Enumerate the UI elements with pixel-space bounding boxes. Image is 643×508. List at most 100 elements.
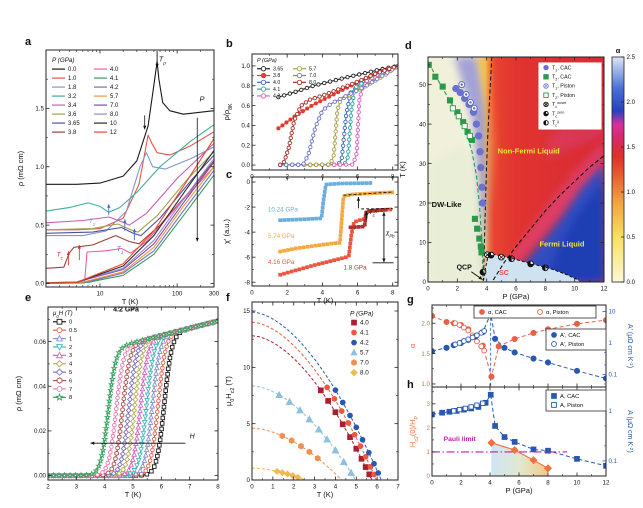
svg-text:0.2: 0.2 (241, 142, 250, 149)
svg-text:1.0: 1.0 (68, 76, 77, 82)
svg-text:-4: -4 (244, 229, 250, 236)
panel-e-plot: 4.2 GPa H 2 3 4 5 6 7 8 0.00 0.02 0.04 0.06 T (K) ρ (m… (14, 306, 220, 499)
svg-text:A' (μΩ cm K-1): A' (μΩ cm K-1) (626, 324, 635, 368)
svg-text:2: 2 (46, 484, 50, 491)
svg-text:1.0: 1.0 (35, 164, 44, 171)
svg-text:10: 10 (609, 309, 616, 316)
svg-text:1: 1 (609, 408, 613, 415)
svg-text:4.2: 4.2 (273, 94, 280, 100)
svg-text:0: 0 (426, 286, 430, 293)
svg-text:5: 5 (247, 421, 251, 428)
svg-text:0.1: 0.1 (609, 372, 618, 379)
svg-text:A', CAC: A', CAC (560, 333, 580, 339)
svg-text:1.8 GPa: 1.8 GPa (343, 265, 367, 272)
svg-text:1.0: 1.0 (421, 381, 430, 388)
svg-text:Hc2(0)/HP: Hc2(0)/HP (408, 415, 420, 447)
panel-e-letter: e (25, 292, 32, 304)
svg-text:0.5: 0.5 (35, 222, 44, 229)
svg-text:50: 50 (419, 82, 426, 89)
svg-text:1: 1 (427, 449, 431, 456)
svg-text:3: 3 (427, 401, 431, 408)
svg-text:12: 12 (603, 480, 610, 487)
svg-text:5.7: 5.7 (110, 94, 119, 100)
svg-text:ρ/ρ8K: ρ/ρ8K (222, 103, 234, 121)
svg-text:4: 4 (485, 286, 489, 293)
panel-c-plot: 10.24 GPa 5.74 GPa 4.16 GPa 1.8 GPa Tcχ χPb 0 2… (222, 176, 399, 305)
svg-text:5: 5 (131, 484, 135, 491)
svg-text:1.5: 1.5 (421, 351, 430, 358)
svg-text:ρ (mΩ cm): ρ (mΩ cm) (14, 375, 23, 411)
svg-text:0.0: 0.0 (241, 162, 250, 169)
svg-text:0.0: 0.0 (627, 279, 636, 286)
svg-text:5: 5 (69, 370, 72, 376)
svg-text:0.00: 0.00 (34, 473, 47, 480)
svg-text:10: 10 (574, 480, 581, 487)
svg-text:T (K): T (K) (317, 490, 334, 499)
svg-text:T2, Piston: T2, Piston (552, 93, 575, 100)
svg-text:5.7: 5.7 (309, 66, 316, 72)
svg-text:α, CAC: α, CAC (488, 310, 507, 316)
svg-text:4.1: 4.1 (110, 76, 119, 82)
svg-text:6: 6 (514, 286, 518, 293)
svg-text:100: 100 (172, 291, 183, 298)
svg-text:6: 6 (160, 484, 164, 491)
svg-text:A, CAC: A, CAC (560, 394, 579, 400)
svg-text:40: 40 (419, 121, 426, 128)
svg-text:4.1: 4.1 (360, 330, 369, 337)
svg-text:T (K): T (K) (122, 297, 139, 306)
svg-text:0: 0 (69, 320, 72, 326)
svg-text:Tρ: Tρ (159, 57, 166, 67)
svg-text:0: 0 (430, 480, 434, 487)
svg-text:P: P (200, 94, 205, 103)
svg-text:8: 8 (546, 480, 550, 487)
colorbar: 0.0 0.5 1.0 1.5 2.0 2.5 α (611, 46, 636, 286)
svg-text:5.74 GPa: 5.74 GPa (268, 233, 295, 240)
svg-text:1: 1 (271, 484, 275, 491)
svg-text:1.0: 1.0 (241, 63, 250, 70)
svg-text:Tcχ: Tcχ (552, 120, 559, 128)
svg-text:α, Piston: α, Piston (546, 310, 569, 316)
svg-text:χ' (a.u.): χ' (a.u.) (222, 219, 231, 244)
svg-text:0: 0 (247, 179, 251, 186)
svg-text:8.0: 8.0 (309, 80, 316, 86)
svg-text:4.2: 4.2 (110, 85, 119, 91)
svg-text:0: 0 (423, 279, 427, 286)
svg-text:2: 2 (285, 290, 289, 297)
svg-text:3: 3 (69, 353, 72, 359)
svg-text:10: 10 (97, 291, 104, 298)
svg-text:1.0: 1.0 (627, 189, 636, 196)
svg-text:8: 8 (544, 286, 548, 293)
svg-text:10: 10 (571, 286, 578, 293)
svg-text:DW-Like: DW-Like (432, 200, 462, 209)
svg-text:6: 6 (69, 378, 72, 384)
svg-text:P (GPa): P (GPa) (503, 292, 530, 301)
svg-text:P (GPa): P (GPa) (506, 486, 533, 495)
svg-text:1: 1 (69, 336, 72, 342)
svg-text:Tconset: Tconset (552, 101, 566, 109)
svg-text:μ0Hc2 (T): μ0Hc2 (T) (224, 376, 236, 406)
svg-text:6: 6 (356, 290, 360, 297)
svg-text:10.24 GPa: 10.24 GPa (268, 206, 299, 213)
svg-text:2.0: 2.0 (627, 99, 636, 106)
svg-text:0: 0 (250, 484, 254, 491)
svg-text:μ0H (T): μ0H (T) (52, 310, 73, 319)
svg-text:0.5: 0.5 (69, 328, 77, 334)
svg-text:0: 0 (247, 477, 251, 484)
svg-text:12: 12 (601, 286, 608, 293)
svg-text:4.2 GPa: 4.2 GPa (113, 306, 139, 313)
svg-text:2.5: 2.5 (627, 54, 636, 61)
svg-text:0: 0 (250, 290, 254, 297)
svg-text:A, Piston: A, Piston (560, 403, 583, 409)
svg-text:8: 8 (391, 290, 395, 297)
svg-text:0.5: 0.5 (627, 234, 636, 241)
svg-text:2: 2 (456, 286, 460, 293)
svg-text:T1, Piston: T1, Piston (552, 84, 575, 91)
svg-text:8.0: 8.0 (360, 370, 369, 377)
svg-text:3.65: 3.65 (273, 66, 283, 72)
svg-text:2.0: 2.0 (421, 320, 430, 327)
svg-text:A (μΩ cm K-2): A (μΩ cm K-2) (626, 410, 635, 452)
svg-text:0.06: 0.06 (34, 339, 47, 346)
svg-text:30: 30 (419, 161, 426, 168)
svg-text:8: 8 (216, 484, 220, 491)
